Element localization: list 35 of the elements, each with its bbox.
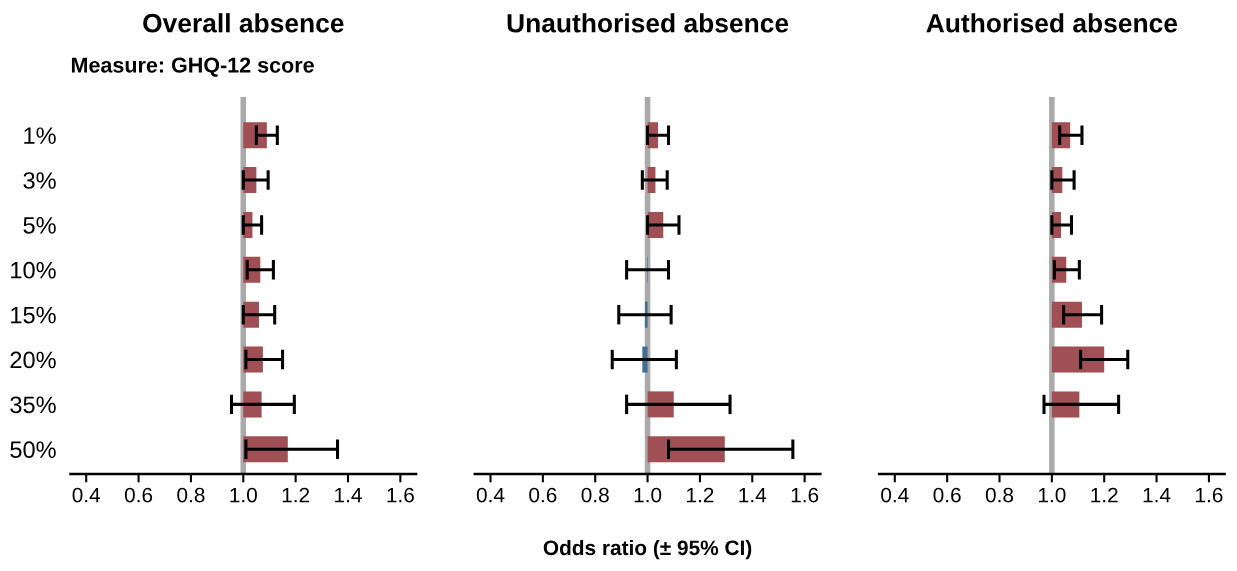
x-tick-label: 1.4: [1143, 487, 1171, 503]
y-tick-label: 20%: [10, 351, 56, 369]
x-tick-label: 0.8: [985, 487, 1014, 503]
chart-title: Authorised absence: [926, 13, 1178, 33]
x-tick-label: 0.6: [124, 487, 153, 503]
y-tick-label: 5%: [23, 217, 56, 234]
y-tick-label: 10%: [11, 261, 56, 279]
y-tick-label: 15%: [11, 306, 56, 324]
x-tick-label: 0.4: [881, 487, 909, 503]
x-tick-label: 0.6: [529, 487, 557, 503]
x-axis-title: Odds ratio (± 95% CI): [543, 539, 752, 560]
x-tick-label: 0.6: [933, 487, 961, 503]
chart-title: Overall absence: [143, 13, 344, 33]
x-tick-label: 1.4: [739, 487, 767, 503]
x-tick-label: 1.6: [387, 487, 414, 503]
x-tick-label: 1.2: [1091, 487, 1118, 503]
y-tick-label: 3%: [23, 172, 56, 189]
y-tick-label: 1%: [24, 127, 56, 144]
x-tick-label: 1.0: [1038, 487, 1066, 503]
y-tick-label: 50%: [10, 441, 56, 459]
x-tick-label: 0.4: [476, 487, 505, 503]
x-tick-label: 0.8: [581, 487, 609, 503]
chart-title: Unauthorised absence: [507, 13, 789, 33]
x-tick-label: 1.6: [1196, 487, 1223, 503]
x-tick-label: 1.2: [687, 487, 714, 503]
chart-subtitle: Measure: GHQ-12 score: [71, 57, 314, 77]
x-tick-label: 1.2: [282, 487, 310, 503]
x-tick-label: 1.6: [791, 487, 819, 503]
x-tick-label: 0.8: [177, 487, 205, 503]
y-tick-label: 35%: [10, 396, 56, 414]
bar: [1051, 346, 1105, 373]
x-tick-label: 1.0: [230, 487, 257, 503]
x-tick-label: 1.4: [335, 487, 362, 503]
x-tick-label: 1.0: [634, 487, 662, 503]
x-tick-label: 0.4: [72, 487, 101, 503]
